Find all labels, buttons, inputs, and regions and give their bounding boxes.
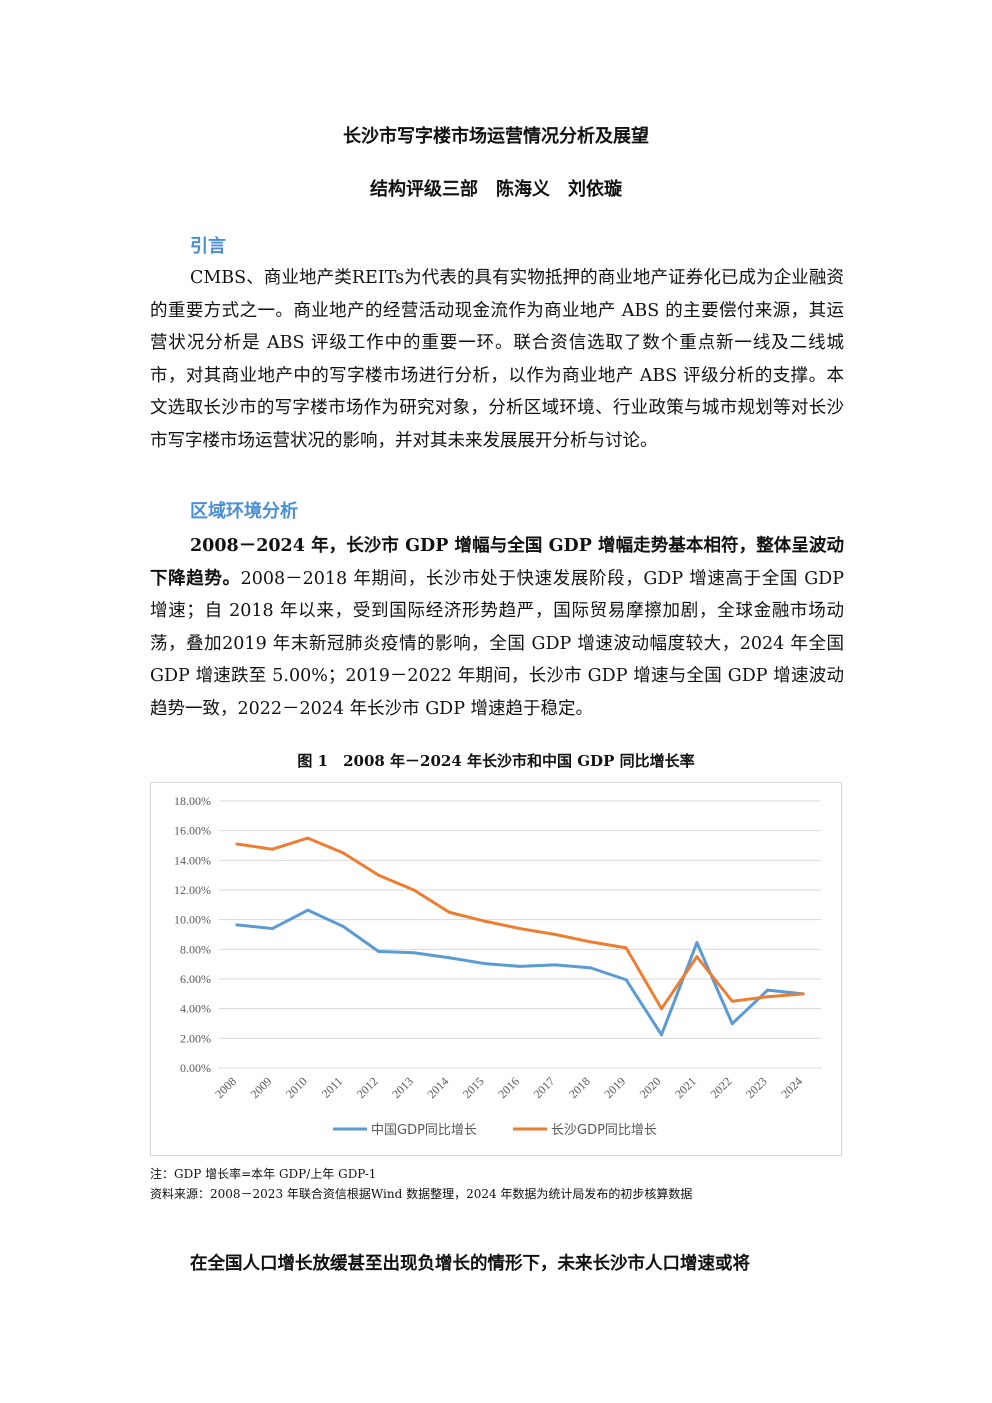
y-tick-label: 10.00% (174, 913, 211, 927)
authors: 结构评级三部 陈海义 刘依璇 (370, 179, 622, 200)
y-tick-label: 4.00% (180, 1002, 211, 1016)
gdp-text: 2008－2018 年期间，长沙市处于快速发展阶段，GDP 增速高于全国 GDP… (150, 568, 844, 719)
x-tick-label: 2024 (778, 1074, 805, 1101)
x-tick-label: 2021 (672, 1074, 699, 1101)
y-tick-label: 14.00% (174, 853, 211, 867)
y-tick-label: 18.00% (174, 794, 211, 808)
figure-caption: 图 1 2008 年－2024 年长沙市和中国 GDP 同比增长率 (297, 752, 695, 770)
data-point (377, 873, 380, 877)
data-point (589, 966, 593, 970)
data-point (306, 836, 310, 840)
x-tick-label: 2020 (637, 1074, 664, 1101)
data-point (235, 923, 239, 927)
data-point (553, 963, 557, 967)
data-point (518, 927, 522, 931)
chart-source: 资料来源：2008－2023 年联合资信根据Wind 数据整理，2024 年数据… (150, 1187, 693, 1201)
legend-label: 长沙GDP同比增长 (551, 1123, 657, 1138)
x-tick-label: 2015 (460, 1074, 487, 1101)
series-line-changsha (235, 836, 805, 1011)
data-point (801, 992, 805, 996)
y-tick-label: 8.00% (180, 942, 211, 956)
data-point (695, 955, 699, 959)
data-point (695, 941, 699, 945)
y-tick-label: 12.00% (174, 883, 211, 897)
data-point (306, 908, 310, 912)
data-point (377, 949, 380, 953)
x-tick-label: 2011 (319, 1074, 346, 1101)
data-point (553, 933, 557, 936)
legend-label: 中国GDP同比增长 (371, 1123, 477, 1138)
section-heading-intro: 引言 (190, 236, 226, 257)
data-point (447, 956, 451, 960)
y-tick-label: 6.00% (180, 972, 211, 986)
data-point (341, 851, 345, 855)
data-point (624, 978, 628, 982)
data-point (766, 988, 770, 992)
gdp-chart: 0.00% 2.00% 4.00% 6.00% 8.00% 10.00% 12.00% 14.… (150, 782, 842, 1156)
intro-text: CMBS、商业地产类REITs为代表的具有实物抵押的商业地产证券化已成为企业融资… (150, 268, 844, 451)
data-point (412, 951, 416, 955)
document-title: 长沙市写字楼市场运营情况分析及展望 (343, 126, 649, 147)
y-tick-label: 0.00% (180, 1061, 211, 1075)
y-tick-label: 2.00% (180, 1031, 211, 1045)
data-point (660, 1007, 663, 1011)
section-heading-region: 区域环境分析 (190, 501, 298, 522)
data-point (270, 927, 274, 931)
data-point (412, 888, 416, 892)
x-tick-label: 2014 (425, 1074, 452, 1101)
x-tick-label: 2016 (495, 1074, 522, 1101)
x-tick-label: 2008 (212, 1074, 239, 1101)
data-point (518, 964, 522, 968)
data-point (270, 847, 274, 851)
x-tick-label: 2012 (354, 1074, 381, 1101)
data-point (235, 842, 239, 846)
data-point (730, 999, 734, 1003)
y-tick-label: 16.00% (174, 824, 211, 838)
gdp-paragraph: 2008－2024 年，长沙市 GDP 增幅与全国 GDP 增幅走势基本相符，整… (150, 530, 844, 725)
data-point (730, 1022, 734, 1026)
data-point (589, 940, 593, 944)
data-point (766, 995, 770, 999)
x-tick-label: 2009 (248, 1074, 275, 1101)
gdp-lead-sentence: 2008－2024 年，长沙市 GDP 增幅与全国 GDP 增幅走势基本相符，整… (150, 536, 844, 589)
population-paragraph: 在全国人口增长放缓甚至出现负增长的情形下，未来长沙市人口增速或将 (150, 1248, 844, 1281)
data-point (447, 910, 451, 914)
chart-note: 注：GDP 增长率=本年 GDP/上年 GDP-1 (150, 1167, 377, 1181)
data-point (483, 962, 487, 966)
x-tick-label: 2019 (601, 1074, 628, 1101)
population-lead-sentence: 在全国人口增长放缓甚至出现负增长的情形下，未来长沙市人口增速或将 (190, 1254, 750, 1274)
data-point (341, 924, 345, 928)
x-tick-label: 2017 (531, 1074, 558, 1101)
data-point (624, 946, 628, 950)
intro-paragraph: CMBS、商业地产类REITs为代表的具有实物抵押的商业地产证券化已成为企业融资… (150, 262, 844, 457)
gdp-chart-svg: 0.00% 2.00% 4.00% 6.00% 8.00% 10.00% 12.00% 14.… (174, 794, 821, 1138)
data-point (483, 919, 487, 923)
x-tick-label: 2013 (389, 1074, 416, 1101)
x-tick-label: 2010 (283, 1074, 310, 1101)
x-tick-label: 2018 (566, 1074, 593, 1101)
x-tick-label: 2022 (708, 1074, 735, 1101)
data-point (660, 1033, 663, 1037)
x-tick-label: 2023 (743, 1074, 770, 1101)
